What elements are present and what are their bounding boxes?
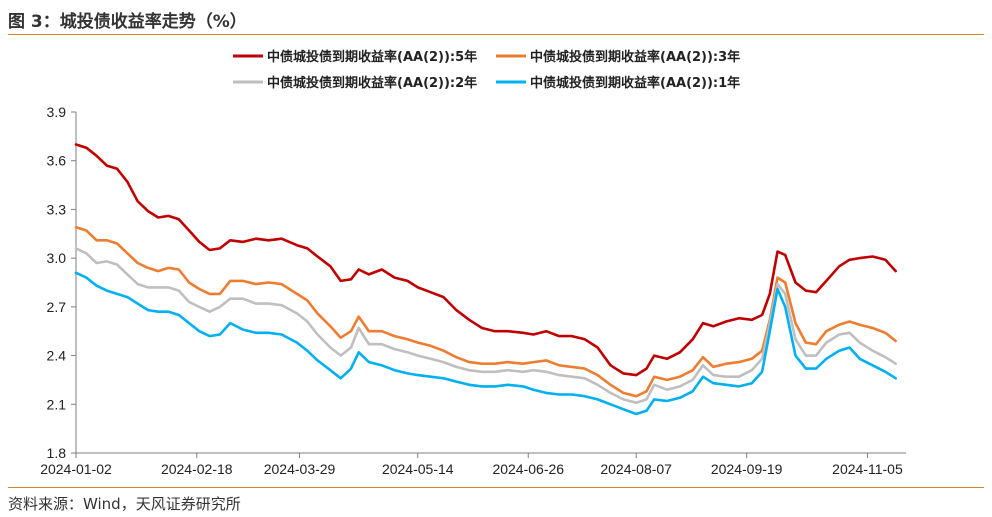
y-tick-label: 2.4 <box>47 348 67 364</box>
y-tick-label: 3.9 <box>47 104 67 120</box>
x-tick-label: 2024-05-14 <box>382 461 454 477</box>
y-tick-label: 3.6 <box>47 153 67 169</box>
y-tick-label: 2.7 <box>47 299 67 315</box>
y-tick-label: 3.0 <box>47 250 67 266</box>
legend: 中债城投债到期收益率(AA(2)):5年 中债城投债到期收益率(AA(2)):3年… <box>233 49 740 91</box>
title-bar: 图 3：城投债收益率走势（%） <box>8 6 984 35</box>
series-line-1 <box>74 143 898 377</box>
x-tick-label: 2024-08-07 <box>600 461 672 477</box>
x-tick-label: 2024-01-02 <box>40 461 112 477</box>
y-tick-label: 3.3 <box>47 201 67 217</box>
legend-label-4: 中债城投债到期收益率(AA(2)):1年 <box>530 75 740 91</box>
series-lines <box>74 143 898 416</box>
series-line-4 <box>74 271 898 416</box>
x-tick-label: 2024-09-19 <box>711 461 783 477</box>
page-title: 图 3：城投债收益率走势（%） <box>8 12 247 32</box>
x-tick-label: 2024-03-29 <box>264 461 336 477</box>
x-tick-label: 2024-06-26 <box>492 461 564 477</box>
series-line-3 <box>74 247 898 405</box>
y-tick-label: 2.1 <box>47 396 67 412</box>
x-tick-label: 2024-11-05 <box>832 461 903 477</box>
y-tick-label: 1.8 <box>47 445 67 461</box>
footer-divider <box>8 487 984 488</box>
legend-label-1: 中债城投债到期收益率(AA(2)):5年 <box>267 49 477 65</box>
x-tick-label: 2024-02-18 <box>161 461 233 477</box>
source-note: 资料来源：Wind，天风证券研究所 <box>8 495 241 513</box>
legend-label-3: 中债城投债到期收益率(AA(2)):2年 <box>267 75 477 91</box>
legend-label-2: 中债城投债到期收益率(AA(2)):3年 <box>530 49 740 65</box>
